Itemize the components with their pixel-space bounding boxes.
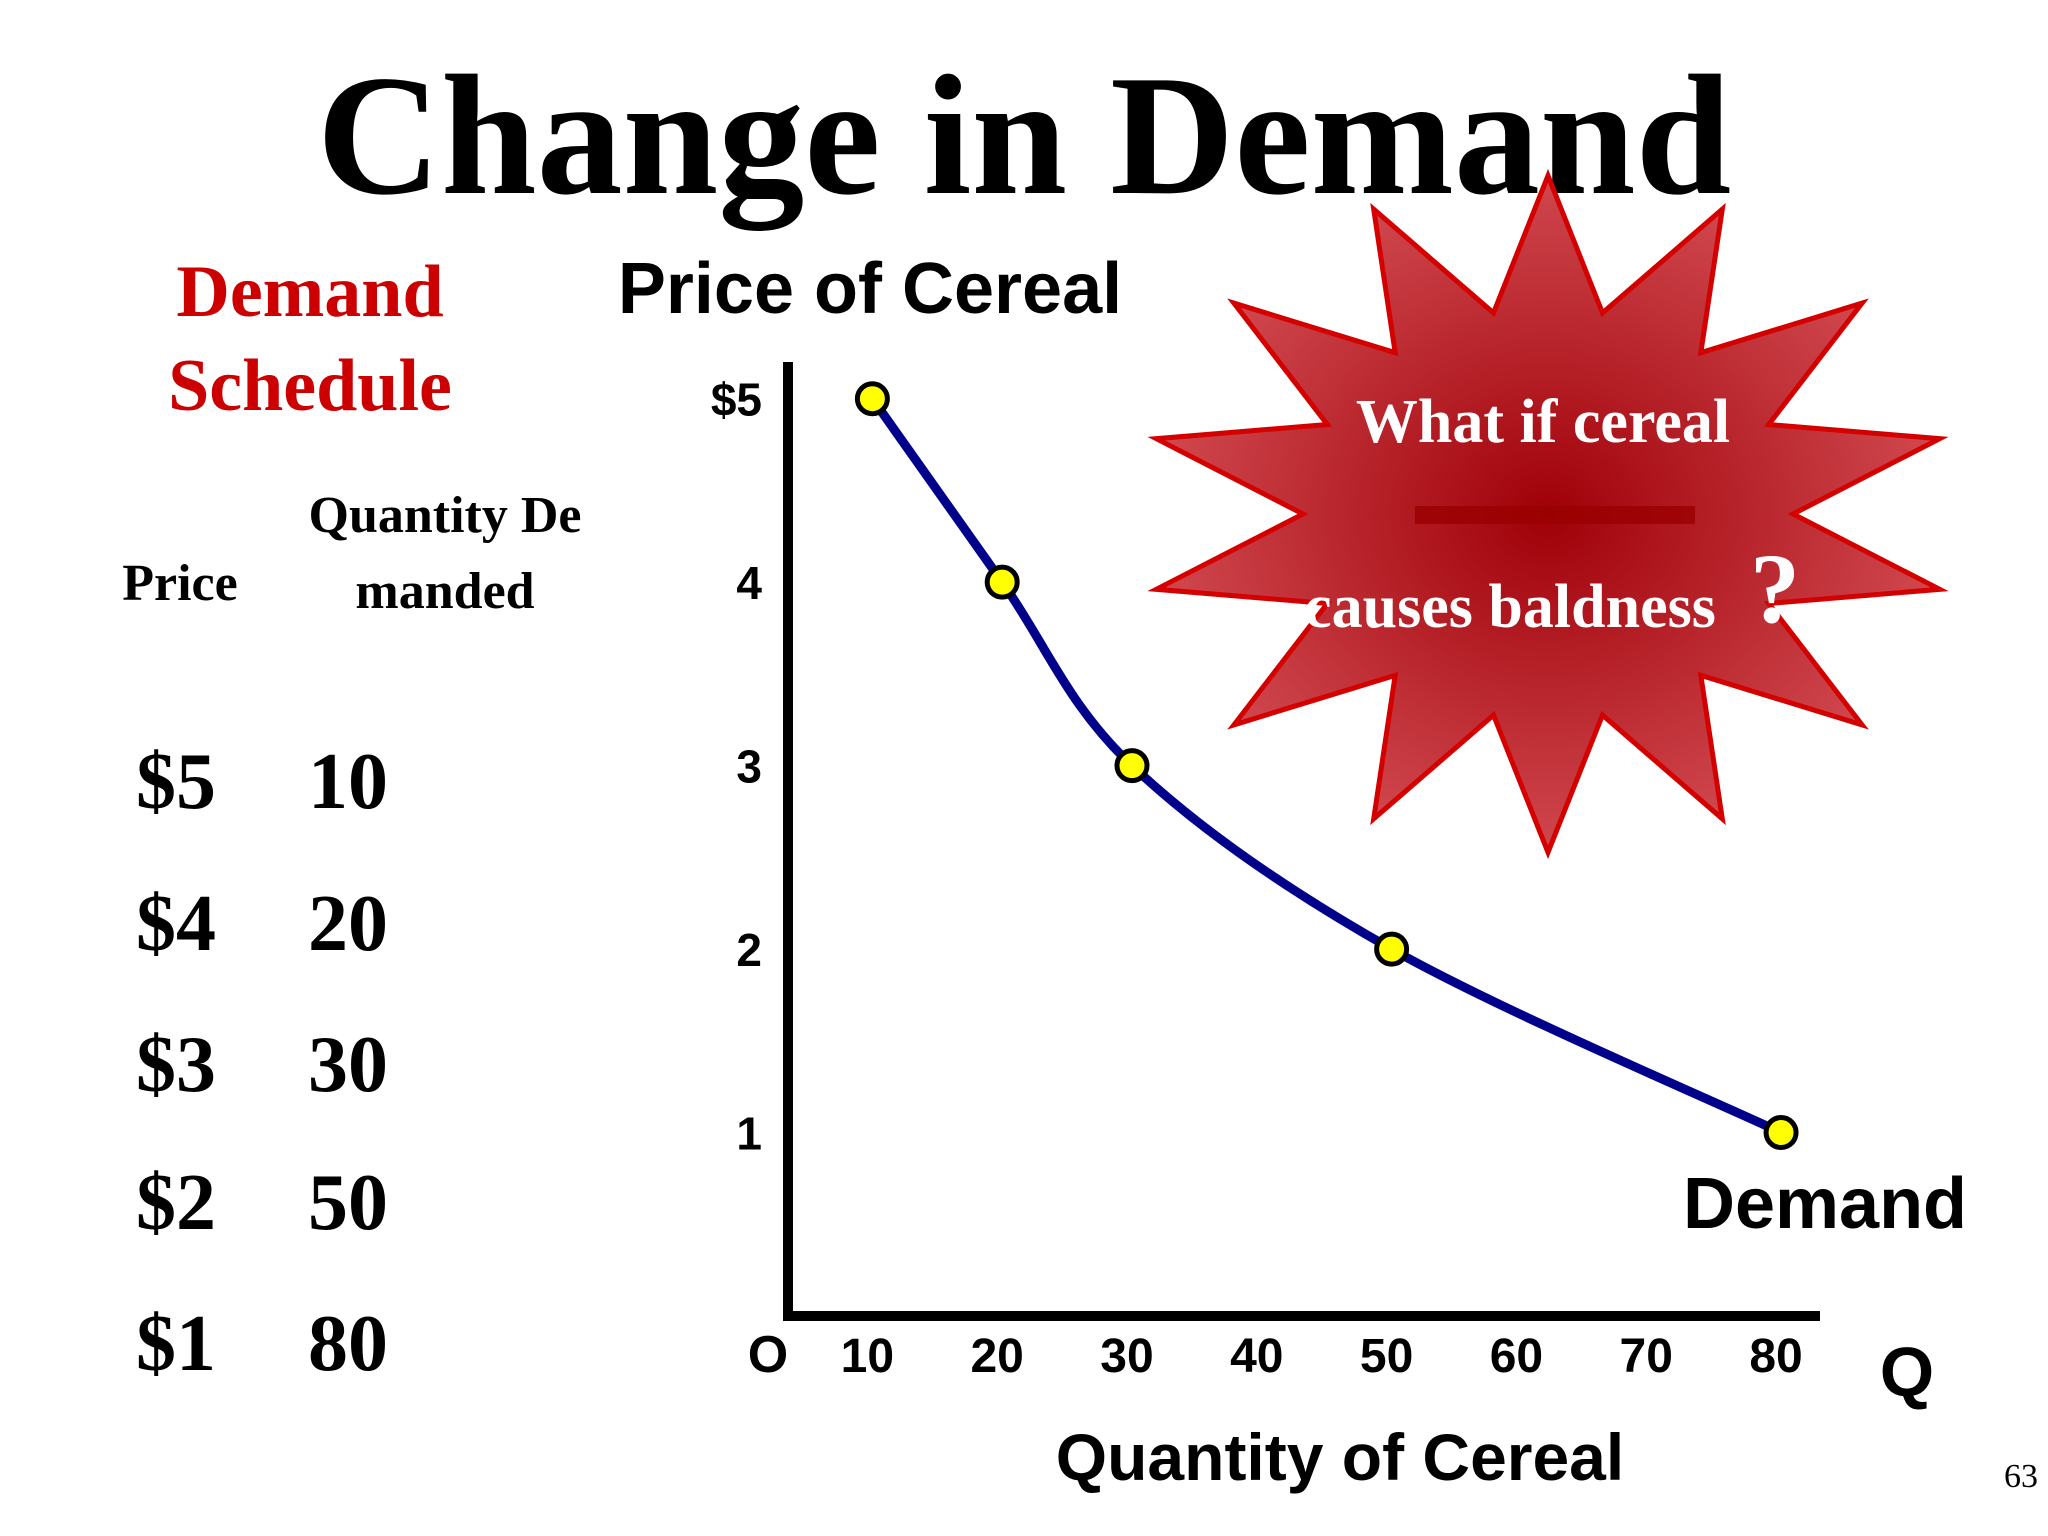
demand-schedule-title: Demand Schedule [100, 245, 520, 433]
y-tick-label: 2 [736, 924, 762, 976]
y-axis-title: Price of Cereal [618, 249, 1122, 329]
y-tick-label: $5 [711, 374, 762, 426]
demand-curve-label: Demand [1683, 1164, 1967, 1244]
schedule-price: $4 [136, 880, 216, 968]
slide-title: Change in Demand [316, 41, 1732, 231]
callout-line1: What if cereal [1356, 388, 1730, 456]
x-axis-title: Quantity of Cereal [1056, 1420, 1624, 1494]
schedule-quantity: 10 [308, 738, 388, 826]
demand-point [984, 564, 1020, 600]
x-tick-label: 50 [1360, 1330, 1413, 1383]
schedule-row: $4 20 [136, 884, 388, 964]
x-tick-label: 30 [1100, 1330, 1153, 1383]
schedule-price: $2 [136, 1159, 216, 1247]
schedule-quantity: 80 [308, 1300, 388, 1388]
callout-question-mark: ? [1750, 533, 1800, 644]
origin-label: O [748, 1326, 788, 1384]
y-tick-labels: 1 2 3 4 $5 [711, 374, 763, 1160]
schedule-title-line1: Demand [176, 251, 444, 333]
schedule-row: $3 30 [136, 1025, 388, 1105]
x-tick-label: 80 [1749, 1330, 1802, 1383]
x-tick-labels: 10 20 30 40 50 60 70 80 [841, 1330, 1803, 1383]
schedule-row: $2 50 [136, 1163, 388, 1243]
schedule-row: $1 80 [136, 1304, 388, 1384]
x-tick-label: 40 [1230, 1330, 1283, 1383]
demand-point [854, 381, 890, 417]
price-column-header: Price [122, 555, 238, 612]
demand-point [1374, 931, 1410, 967]
page-number: 63 [2004, 1458, 2038, 1495]
schedule-price: $5 [136, 738, 216, 826]
y-tick-label: 4 [736, 557, 762, 609]
callout-hidden-word-bar [1415, 506, 1695, 524]
schedule-quantity: 20 [308, 880, 388, 968]
schedule-row: $5 10 [136, 742, 388, 822]
x-tick-label: 60 [1490, 1330, 1543, 1383]
schedule-title-line2: Schedule [168, 345, 452, 427]
schedule-price: $1 [136, 1300, 216, 1388]
y-tick-label: 3 [736, 741, 762, 793]
quantity-column-header: Quantity Demanded [308, 487, 582, 620]
x-axis-end-label: Q [1880, 1333, 1934, 1411]
y-tick-label: 1 [736, 1108, 762, 1160]
demand-point [1763, 1115, 1799, 1151]
demand-point [1114, 748, 1150, 784]
demand-curve [867, 394, 1786, 1138]
demand-points [854, 381, 1799, 1151]
schedule-quantity: 50 [308, 1159, 388, 1247]
x-tick-label: 20 [970, 1330, 1023, 1383]
x-tick-label: 10 [841, 1330, 894, 1383]
callout-line2: causes baldness [1304, 573, 1716, 641]
x-tick-label: 70 [1620, 1330, 1673, 1383]
schedule-price: $3 [136, 1021, 216, 1109]
schedule-quantity: 30 [308, 1021, 388, 1109]
